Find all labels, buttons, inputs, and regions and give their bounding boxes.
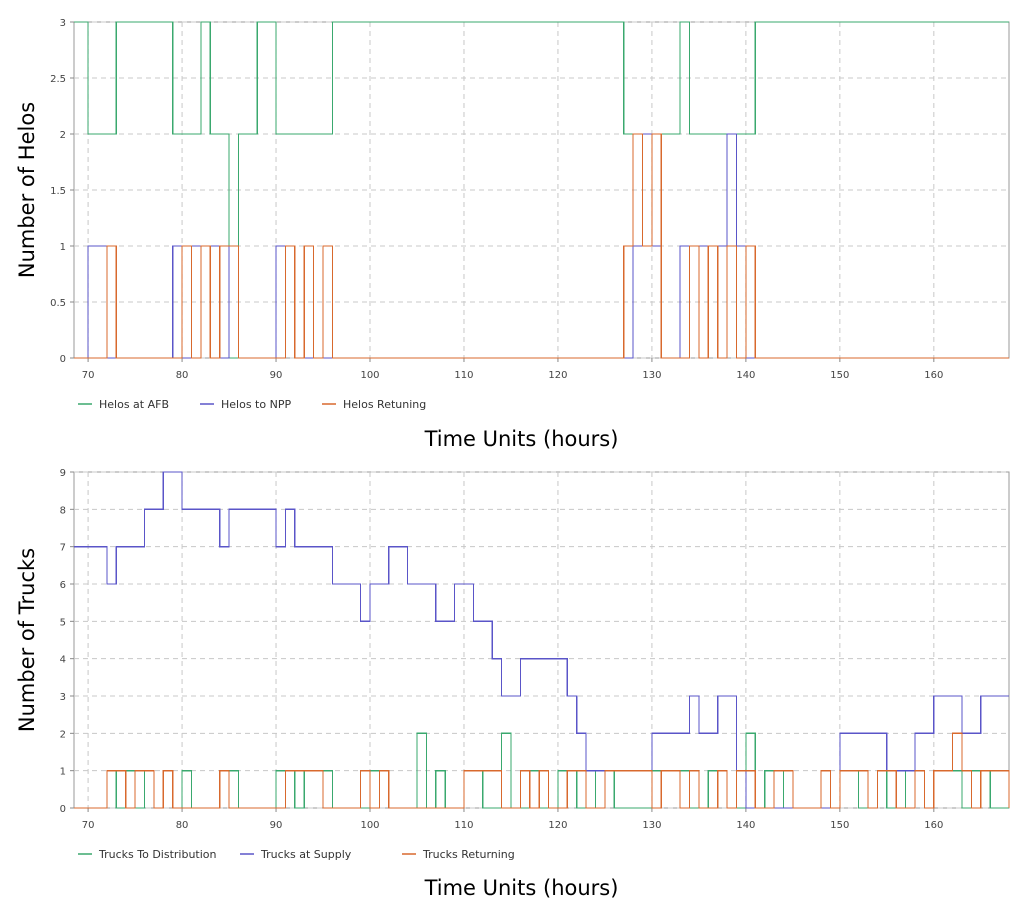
x-tick-label: 110 — [454, 370, 473, 381]
x-tick-label: 100 — [360, 370, 379, 381]
x-tick-label: 80 — [176, 820, 189, 831]
y-tick-label: 6 — [60, 580, 66, 591]
y-axis-title: Number of Trucks — [15, 548, 39, 732]
legend-entry: Helos at AFB — [99, 398, 169, 411]
x-tick-label: 90 — [270, 820, 283, 831]
y-tick-label: 0.5 — [50, 298, 66, 309]
x-tick-label: 70 — [82, 370, 95, 381]
x-axis-title: Time Units (hours) — [424, 427, 619, 451]
x-tick-label: 80 — [176, 370, 189, 381]
x-tick-label: 90 — [270, 370, 283, 381]
chart-1: 70 80 90 100 110 120 130 140 150 160 0 0.5 1 1.5 2 2.5 3… — [15, 18, 1010, 451]
plot-area — [73, 471, 1010, 809]
y-tick-label: 1.5 — [50, 186, 66, 197]
x-tick-label: 130 — [642, 370, 661, 381]
x-tick-label: 120 — [548, 820, 567, 831]
x-tick-label: 140 — [736, 820, 755, 831]
y-tick-label: 0 — [60, 804, 66, 815]
legend-entry: Helos to NPP — [221, 398, 291, 411]
y-tick-label: 7 — [60, 543, 66, 554]
y-tick-label: 2 — [60, 729, 66, 740]
series-line-1 — [74, 21, 1009, 359]
x-tick-label: 110 — [454, 820, 473, 831]
x-tick-label: 70 — [82, 820, 95, 831]
x-tick-label: 140 — [736, 370, 755, 381]
x-tick-label: 120 — [548, 370, 567, 381]
legend-entry: Helos Retuning — [343, 398, 426, 411]
y-tick-label: 1 — [60, 767, 66, 778]
y-tick-label: 3 — [60, 18, 66, 29]
series-line-2 — [74, 471, 1009, 809]
y-tick-label: 0 — [60, 354, 66, 365]
chart-2: 70 80 90 100 110 120 130 140 150 160 0 1 2 3 4 5 6 7 8 9 Tru… — [15, 468, 1010, 900]
y-tick-label: 2.5 — [50, 74, 66, 85]
y-tick-label: 1 — [60, 242, 66, 253]
series-line-3 — [74, 133, 1009, 359]
y-tick-label: 5 — [60, 617, 66, 628]
x-axis-title: Time Units (hours) — [424, 876, 619, 900]
x-tick-label: 150 — [830, 370, 849, 381]
y-axis-title: Number of Helos — [15, 102, 39, 278]
x-tick-label: 150 — [830, 820, 849, 831]
x-tick-label: 160 — [924, 820, 943, 831]
legend-entry: Trucks To Distribution — [98, 848, 217, 861]
y-tick-label: 8 — [60, 505, 66, 516]
legend-entry: Trucks Returning — [422, 848, 515, 861]
series-line-3 — [74, 732, 1010, 809]
y-tick-label: 4 — [60, 655, 66, 666]
x-tick-label: 160 — [924, 370, 943, 381]
y-tick-label: 3 — [60, 692, 66, 703]
x-tick-label: 100 — [360, 820, 379, 831]
legend-entry: Trucks at Supply — [260, 848, 352, 861]
y-tick-label: 9 — [60, 468, 66, 479]
y-tick-label: 2 — [60, 130, 66, 141]
x-tick-label: 130 — [642, 820, 661, 831]
